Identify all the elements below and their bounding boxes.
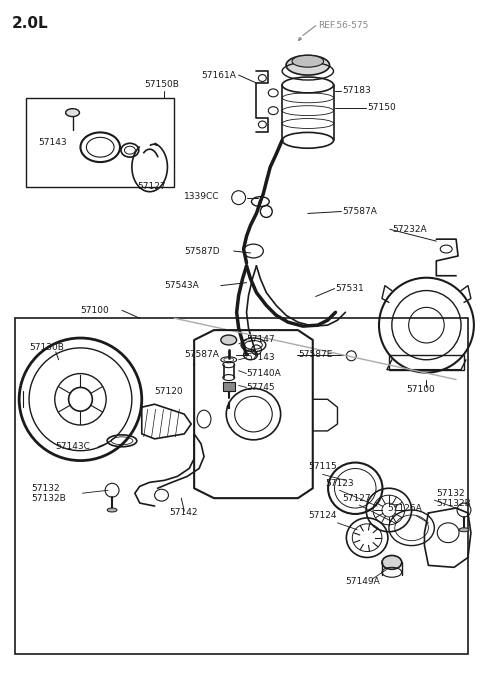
- Text: 57127: 57127: [342, 494, 371, 502]
- Text: 57150B: 57150B: [144, 81, 180, 89]
- Text: 57130B: 57130B: [29, 343, 64, 353]
- Text: 57143: 57143: [247, 353, 275, 362]
- Ellipse shape: [292, 56, 324, 67]
- Ellipse shape: [66, 108, 80, 117]
- Text: REF.56-575: REF.56-575: [318, 21, 368, 30]
- Text: 57543A: 57543A: [165, 281, 199, 290]
- Text: 57132: 57132: [436, 489, 465, 498]
- Text: 57161A: 57161A: [201, 71, 236, 79]
- Text: 57100: 57100: [407, 385, 435, 394]
- Text: 57127: 57127: [137, 182, 166, 191]
- Text: 57149A: 57149A: [346, 577, 380, 586]
- Bar: [26, 98, 174, 186]
- Text: 57587A: 57587A: [184, 351, 219, 359]
- Text: 57150: 57150: [367, 103, 396, 112]
- Text: 57183: 57183: [342, 86, 371, 96]
- Ellipse shape: [221, 335, 237, 345]
- Text: 57132B: 57132B: [436, 498, 471, 508]
- Text: 57587A: 57587A: [342, 207, 377, 216]
- Text: 57587D: 57587D: [184, 247, 220, 256]
- Text: 57100: 57100: [81, 306, 109, 315]
- Text: 57120: 57120: [155, 387, 183, 396]
- Text: 57143: 57143: [38, 138, 67, 147]
- Text: 57531: 57531: [336, 284, 364, 293]
- Text: 57232A: 57232A: [392, 225, 426, 234]
- Text: 57143C: 57143C: [56, 442, 91, 452]
- Text: 57126A: 57126A: [387, 504, 421, 513]
- Text: 57123: 57123: [325, 479, 354, 487]
- Ellipse shape: [107, 508, 117, 512]
- Text: 57745: 57745: [247, 383, 275, 392]
- Bar: [389, 355, 464, 370]
- Ellipse shape: [459, 527, 469, 532]
- Text: 1339CC: 1339CC: [184, 192, 220, 201]
- Text: 57132B: 57132B: [31, 494, 66, 502]
- Text: 2.0L: 2.0L: [11, 16, 48, 31]
- Text: 57587E: 57587E: [298, 351, 332, 359]
- Text: 57142: 57142: [169, 508, 198, 517]
- Ellipse shape: [286, 56, 330, 75]
- Text: 57147: 57147: [247, 336, 275, 344]
- Ellipse shape: [382, 555, 402, 570]
- Text: 57124: 57124: [308, 511, 336, 521]
- Text: 57132: 57132: [31, 484, 60, 493]
- Text: 57115: 57115: [308, 462, 336, 471]
- Bar: [223, 382, 235, 391]
- Bar: [15, 318, 468, 654]
- Text: 57140A: 57140A: [247, 369, 281, 378]
